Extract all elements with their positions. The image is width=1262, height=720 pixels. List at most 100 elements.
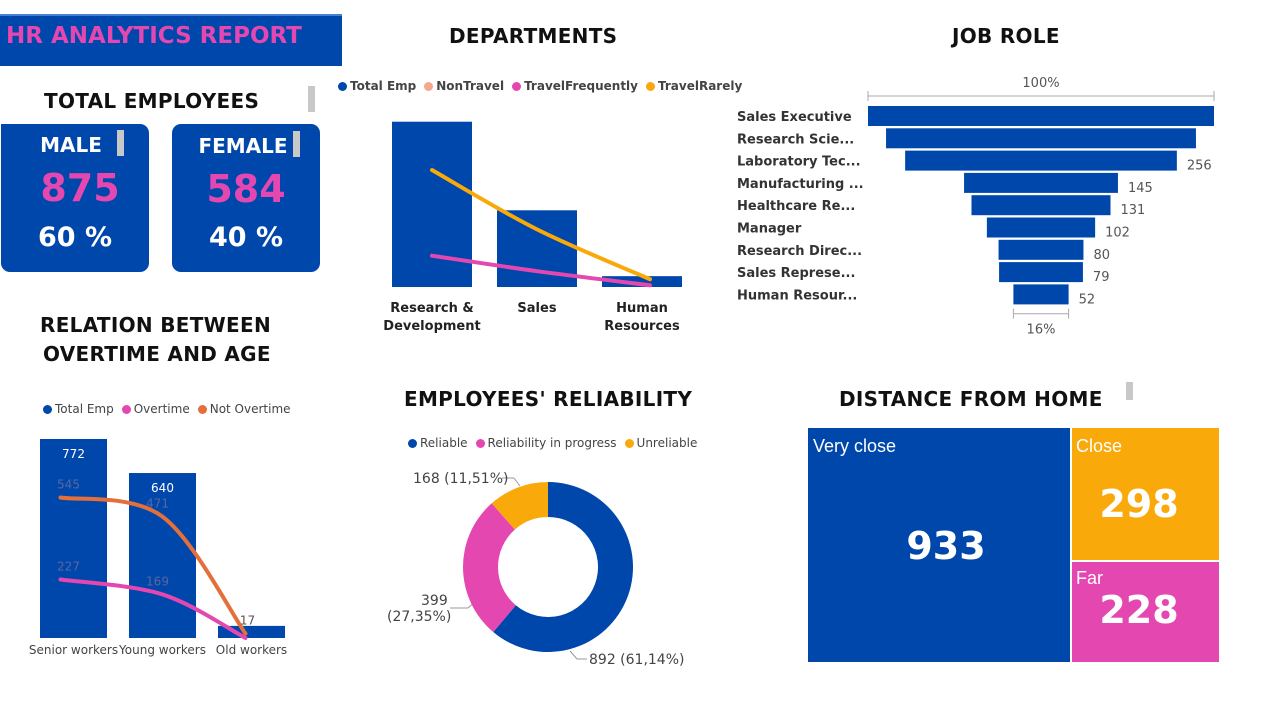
legend-item-overtime[interactable]: Overtime [121,402,190,416]
category-label: Manufacturing ... [737,177,864,192]
label-leader-reliable [569,650,578,660]
legend-item-total-emp[interactable]: Total Emp [43,402,114,416]
legend-dot [197,404,207,414]
legend-dot [424,81,434,91]
value-label: 52 [1079,292,1096,307]
line-travelfrequently [430,253,652,288]
legend-label: Total Emp [350,79,417,93]
legend-item-not-overtime[interactable]: Not Overtime [197,402,291,416]
bar-value-label: 772 [62,447,85,461]
value-label: 79 [1093,270,1110,285]
female-percent: 40 % [208,222,284,253]
legend-label: Reliability in progress [487,436,617,450]
line-travelrarely [430,168,652,282]
legend-label: TravelFrequently [524,79,638,93]
category-label: Sales Represe... [737,266,855,281]
male-count: 875 [40,166,120,210]
legend-item-reliable[interactable]: Reliable [408,436,468,450]
female-card: FEMALE 584 40 % [172,124,320,272]
legend-label: NonTravel [436,79,505,93]
overtime-title-line2: OVERTIME AND AGE [43,342,271,366]
slice-label-progress-line1: 399 [421,593,448,609]
point-value-label: 545 [57,478,80,492]
label-leader-unreliable-2 [513,477,521,487]
category-label: Research Scie... [737,132,854,147]
value-label: 131 [1121,203,1146,218]
legend-item-travel-rarely[interactable]: TravelRarely [646,79,742,93]
funnel-bar [999,262,1083,283]
funnel-bar [986,217,1096,238]
report-title-banner: HR ANALYTICS REPORT [0,14,342,66]
legend-item-travel-frequently[interactable]: TravelFrequently [512,79,638,93]
category-label: Human Resour... [737,288,857,303]
legend-dot [43,404,52,414]
slice-label-progress-line2: (27,35%) [387,609,451,625]
legend-item-nontravel[interactable]: NonTravel [424,79,504,93]
category-label: Sales Executive [737,110,852,125]
value-label: 102 [1105,226,1130,241]
reliability-title: EMPLOYEES' RELIABILITY [404,387,693,411]
female-label: FEMALE [198,134,288,158]
legend-dot [121,404,131,414]
tile-value: 933 [906,524,986,568]
treemap-tile-far[interactable]: Far 228 [1072,562,1219,662]
tile-label: Very close [813,436,897,456]
top-percent-label: 100% [1022,76,1059,91]
donut-slice-reliable [493,482,633,652]
legend-dot [475,438,485,448]
treemap-tile-close[interactable]: Close 298 [1072,428,1219,560]
donut-slice-reliability-in-progress [463,503,516,633]
funnel-bar [971,195,1111,216]
x-tick-label: Young workers [118,643,206,657]
x-tick-label: Research & [390,301,473,316]
legend-dot [512,81,522,91]
overtime-title-line1: RELATION BETWEEN [40,313,271,337]
male-percent: 60 % [37,222,113,253]
funnel-bar [998,239,1084,260]
treemap-tile-very-close[interactable]: Very close 933 [808,428,1070,662]
legend-item-unreliable[interactable]: Unreliable [624,436,697,450]
point-value-label: 227 [57,559,80,573]
focus-handle-distance[interactable] [1126,382,1133,400]
slice-label-reliable: 892 (61,14%) [589,652,684,668]
funnel-bar [1013,284,1069,305]
male-label: MALE [40,133,102,157]
male-card: MALE 875 60 % [1,124,149,272]
legend-dot [338,81,347,91]
job-role-chart: 100% Sales Executive Research Scie... Labor… [737,76,1215,338]
x-tick-label: Sales [517,301,556,316]
tile-label: Far [1076,568,1103,588]
funnel-bar [905,150,1177,171]
legend-label: Total Emp [55,402,114,416]
bar-research-development [392,121,472,287]
x-tick-label: Human [616,301,668,316]
legend-dot [624,438,634,448]
overtime-legend: Total Emp Overtime Not Overtime [43,402,291,416]
reliability-legend: Reliable Reliability in progress Unrelia… [408,436,697,450]
legend-dot [646,81,655,91]
funnel-bar [964,172,1118,193]
tile-label: Close [1076,436,1123,456]
job-role-title: JOB ROLE [952,24,1060,48]
focus-handle-male[interactable] [117,130,124,156]
focus-handle-female[interactable] [293,131,300,157]
category-label: Research Direc... [737,244,862,259]
line-not-overtime [58,495,248,636]
x-tick-label: Senior workers [29,643,118,657]
distance-title: DISTANCE FROM HOME [839,387,1103,411]
departments-title: DEPARTMENTS [449,24,618,48]
legend-label: Reliable [420,436,468,450]
total-employees-title: TOTAL EMPLOYEES [44,89,260,113]
overtime-chart: 772 Senior workers 640 Young workers Old wor… [29,439,287,657]
departments-chart: Research & Development Sales Human Resources [383,121,682,334]
point-value-label: 169 [146,574,169,588]
bar-value-label: 640 [151,481,174,495]
bottom-percent-label: 16% [1027,323,1056,338]
legend-item-total-emp[interactable]: Total Emp [338,79,416,93]
tile-value: 298 [1099,482,1179,526]
value-label: 256 [1187,159,1212,174]
legend-dot [408,438,417,448]
bar-senior-workers [40,439,107,638]
legend-item-reliability-in-progress[interactable]: Reliability in progress [475,436,617,450]
focus-handle-total-employees[interactable] [308,86,315,112]
